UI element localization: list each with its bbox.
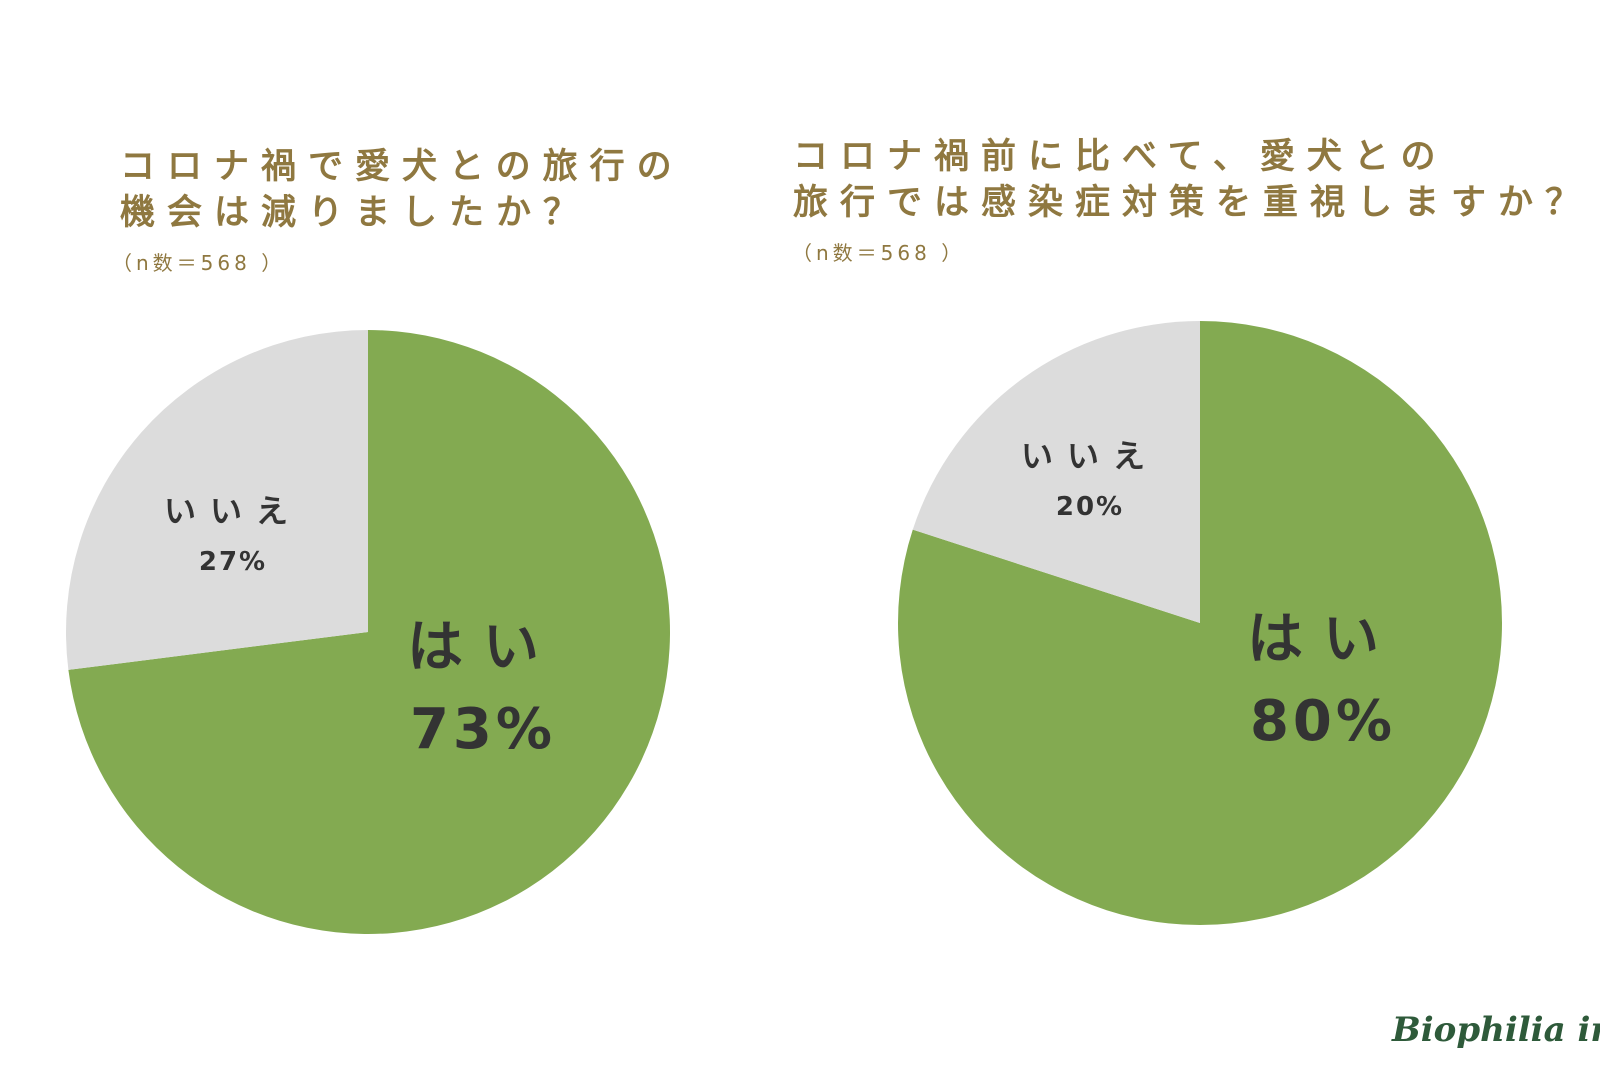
chart-2-title-line-2: 旅行では感染症対策を重視しますか？ — [793, 183, 1593, 223]
chart-1-sample-size: （n数＝568 ） — [112, 251, 286, 275]
pie-1-slice-no — [65, 330, 368, 670]
chart-1-title: コロナ禍で愛犬との旅行の 機会は減りましたか？ — [120, 144, 684, 236]
pie-1-value-no: 27% — [199, 547, 267, 577]
pie-1-slice-yes — [68, 330, 671, 935]
chart-1-title-line-1: コロナ禍で愛犬との旅行の — [120, 147, 684, 187]
chart-2-sample-size: （n数＝568 ） — [792, 241, 966, 265]
chart-2-title: コロナ禍前に比べて、愛犬との 旅行では感染症対策を重視しますか？ — [793, 134, 1592, 226]
pie-1-label-no: いいえ — [164, 492, 302, 530]
chart-2-title-line-1: コロナ禍前に比べて、愛犬との — [793, 137, 1448, 177]
chart-1-title-line-2: 機会は減りましたか？ — [120, 193, 591, 233]
pie-1-label-yes: はい — [407, 615, 559, 680]
company-logo: Biophilia inc. — [1392, 1010, 1600, 1050]
pie-1-value-yes: 73% — [410, 697, 556, 762]
